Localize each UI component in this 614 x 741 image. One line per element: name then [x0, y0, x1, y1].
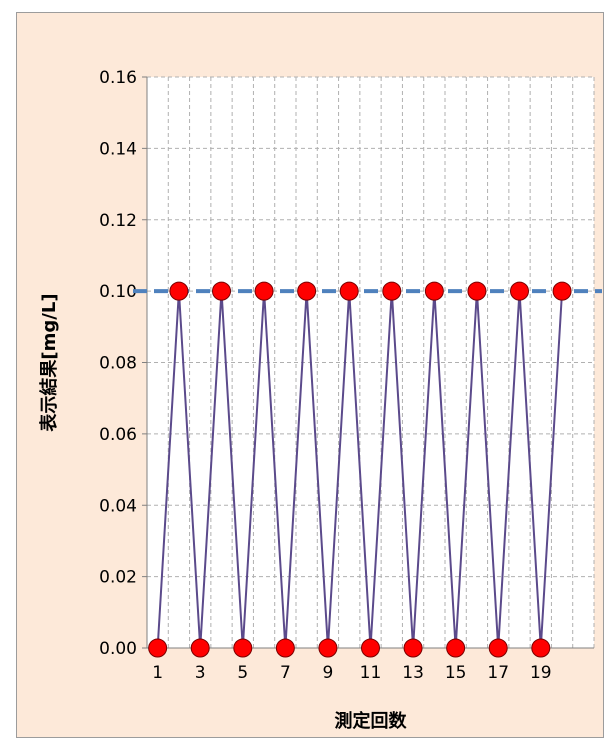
- y-tick-label: 0.06: [99, 425, 137, 445]
- data-point: [169, 281, 189, 301]
- x-tick-labels: 1 3 5 7 9 11 13 15 17 19: [152, 663, 551, 683]
- x-tick-label: 7: [280, 663, 291, 683]
- x-tick-label: 13: [402, 663, 424, 683]
- data-point: [488, 638, 508, 658]
- x-tick-label: 9: [323, 663, 334, 683]
- data-point: [318, 638, 338, 658]
- y-tick-label: 0.00: [99, 639, 137, 659]
- series-line: [156, 291, 564, 649]
- data-point: [275, 638, 295, 658]
- data-point: [212, 281, 231, 301]
- data-point: [510, 281, 529, 301]
- series-group: [156, 291, 564, 649]
- data-point: [552, 281, 572, 301]
- x-tick-label: 17: [487, 663, 509, 683]
- x-tick-label: 3: [195, 663, 206, 683]
- data-point: [233, 638, 253, 658]
- data-point: [297, 281, 317, 301]
- y-tick-label: 0.08: [99, 354, 137, 374]
- x-tick-label: 1: [152, 663, 163, 683]
- markers-group: [148, 281, 572, 658]
- x-tick-label: 5: [237, 663, 248, 683]
- y-tick-labels: 0.00 0.02 0.04 0.06 0.08 0.10 0.12 0.14 0.16: [99, 68, 137, 659]
- y-axis-title: 表示結果[mg/L]: [38, 293, 60, 431]
- data-point: [254, 281, 274, 301]
- x-tick-label: 19: [530, 663, 552, 683]
- y-tick-label: 0.04: [99, 496, 137, 516]
- y-tick-label: 0.16: [99, 68, 137, 88]
- y-tick-label: 0.12: [99, 211, 137, 231]
- data-point: [424, 281, 444, 301]
- data-point: [467, 281, 487, 301]
- data-point: [382, 281, 402, 301]
- y-tick-label: 0.02: [99, 568, 137, 588]
- x-axis-title: 測定回数: [335, 710, 408, 732]
- data-point: [148, 638, 168, 658]
- y-tick-label: 0.14: [99, 139, 137, 159]
- data-point: [361, 638, 380, 658]
- y-tick-label: 0.10: [99, 282, 137, 302]
- data-point: [531, 638, 551, 658]
- x-tick-label: 15: [445, 663, 467, 683]
- data-point: [403, 638, 423, 658]
- data-point: [446, 638, 466, 658]
- x-tick-label: 11: [360, 663, 382, 683]
- data-point: [190, 638, 210, 658]
- data-point: [339, 281, 359, 301]
